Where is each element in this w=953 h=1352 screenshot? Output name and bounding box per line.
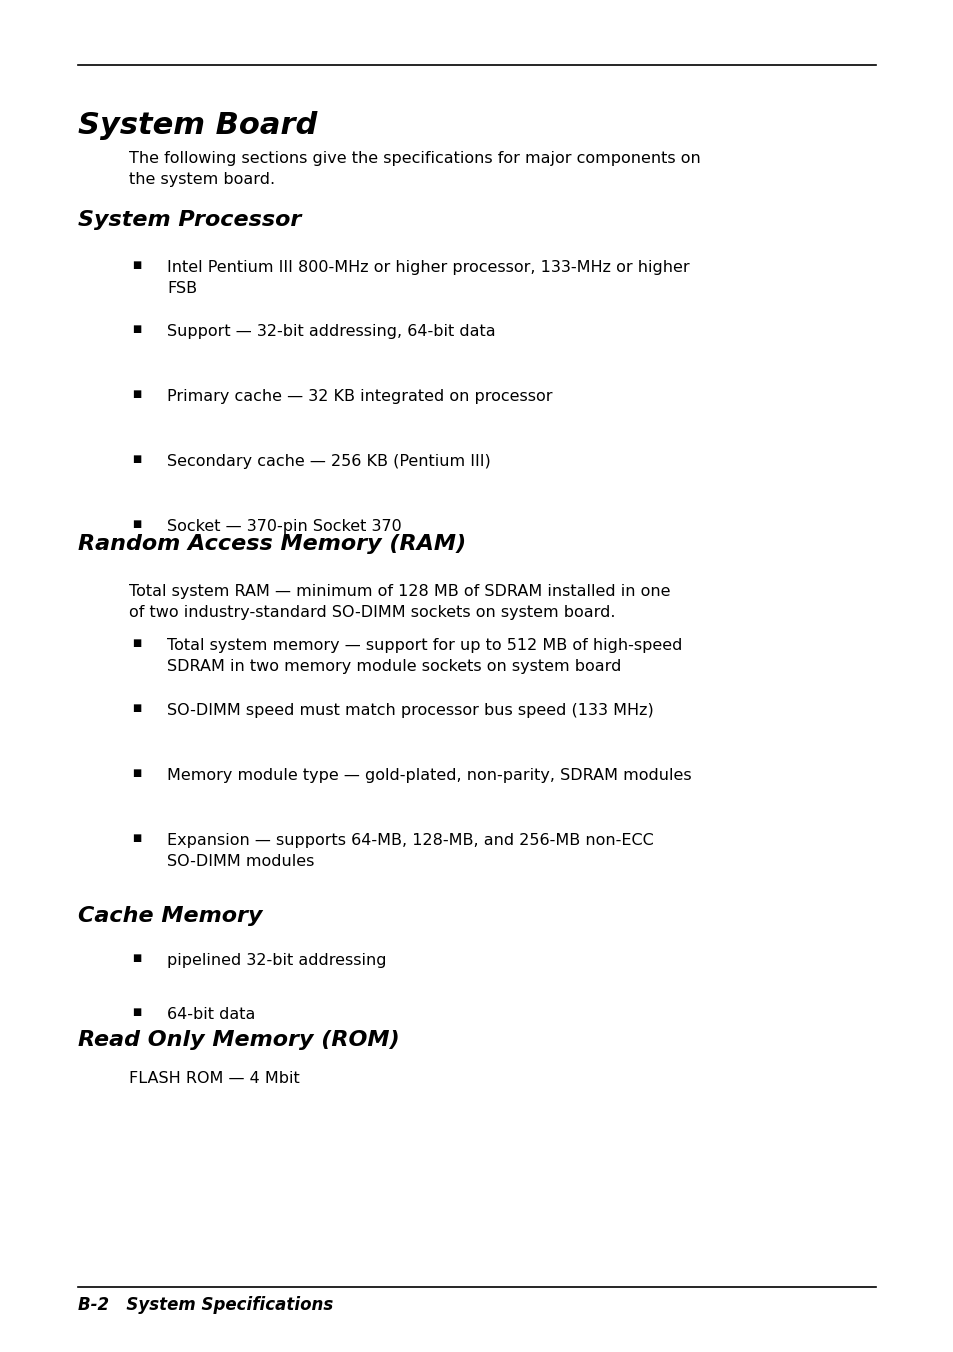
Text: System Processor: System Processor bbox=[78, 210, 301, 230]
Text: ■: ■ bbox=[132, 768, 141, 777]
Text: The following sections give the specifications for major components on
the syste: The following sections give the specific… bbox=[129, 151, 700, 188]
Text: 64-bit data: 64-bit data bbox=[167, 1007, 255, 1022]
Text: Memory module type — gold-plated, non-parity, SDRAM modules: Memory module type — gold-plated, non-pa… bbox=[167, 768, 691, 783]
Text: ■: ■ bbox=[132, 1007, 141, 1017]
Text: System Board: System Board bbox=[78, 111, 317, 139]
Text: Primary cache — 32 KB integrated on processor: Primary cache — 32 KB integrated on proc… bbox=[167, 389, 552, 404]
Text: ■: ■ bbox=[132, 638, 141, 648]
Text: Total system RAM — minimum of 128 MB of SDRAM installed in one
of two industry-s: Total system RAM — minimum of 128 MB of … bbox=[129, 584, 670, 621]
Text: ■: ■ bbox=[132, 260, 141, 269]
Text: Total system memory — support for up to 512 MB of high-speed
SDRAM in two memory: Total system memory — support for up to … bbox=[167, 638, 681, 675]
Text: ■: ■ bbox=[132, 833, 141, 842]
Text: Cache Memory: Cache Memory bbox=[78, 906, 262, 926]
Text: ■: ■ bbox=[132, 389, 141, 399]
Text: FLASH ROM — 4 Mbit: FLASH ROM — 4 Mbit bbox=[129, 1071, 299, 1086]
Text: SO-DIMM speed must match processor bus speed (133 MHz): SO-DIMM speed must match processor bus s… bbox=[167, 703, 653, 718]
Text: pipelined 32-bit addressing: pipelined 32-bit addressing bbox=[167, 953, 386, 968]
Text: ■: ■ bbox=[132, 703, 141, 713]
Text: Read Only Memory (ROM): Read Only Memory (ROM) bbox=[78, 1030, 399, 1051]
Text: B-2   System Specifications: B-2 System Specifications bbox=[78, 1297, 334, 1314]
Text: Intel Pentium III 800-MHz or higher processor, 133-MHz or higher
FSB: Intel Pentium III 800-MHz or higher proc… bbox=[167, 260, 689, 296]
Text: ■: ■ bbox=[132, 454, 141, 464]
Text: ■: ■ bbox=[132, 324, 141, 334]
Text: Random Access Memory (RAM): Random Access Memory (RAM) bbox=[78, 534, 466, 554]
Text: Secondary cache — 256 KB (Pentium III): Secondary cache — 256 KB (Pentium III) bbox=[167, 454, 490, 469]
Text: Socket — 370-pin Socket 370: Socket — 370-pin Socket 370 bbox=[167, 519, 401, 534]
Text: Support — 32-bit addressing, 64-bit data: Support — 32-bit addressing, 64-bit data bbox=[167, 324, 495, 339]
Text: ■: ■ bbox=[132, 953, 141, 963]
Text: ■: ■ bbox=[132, 519, 141, 529]
Text: Expansion — supports 64-MB, 128-MB, and 256-MB non-ECC
SO-DIMM modules: Expansion — supports 64-MB, 128-MB, and … bbox=[167, 833, 653, 869]
